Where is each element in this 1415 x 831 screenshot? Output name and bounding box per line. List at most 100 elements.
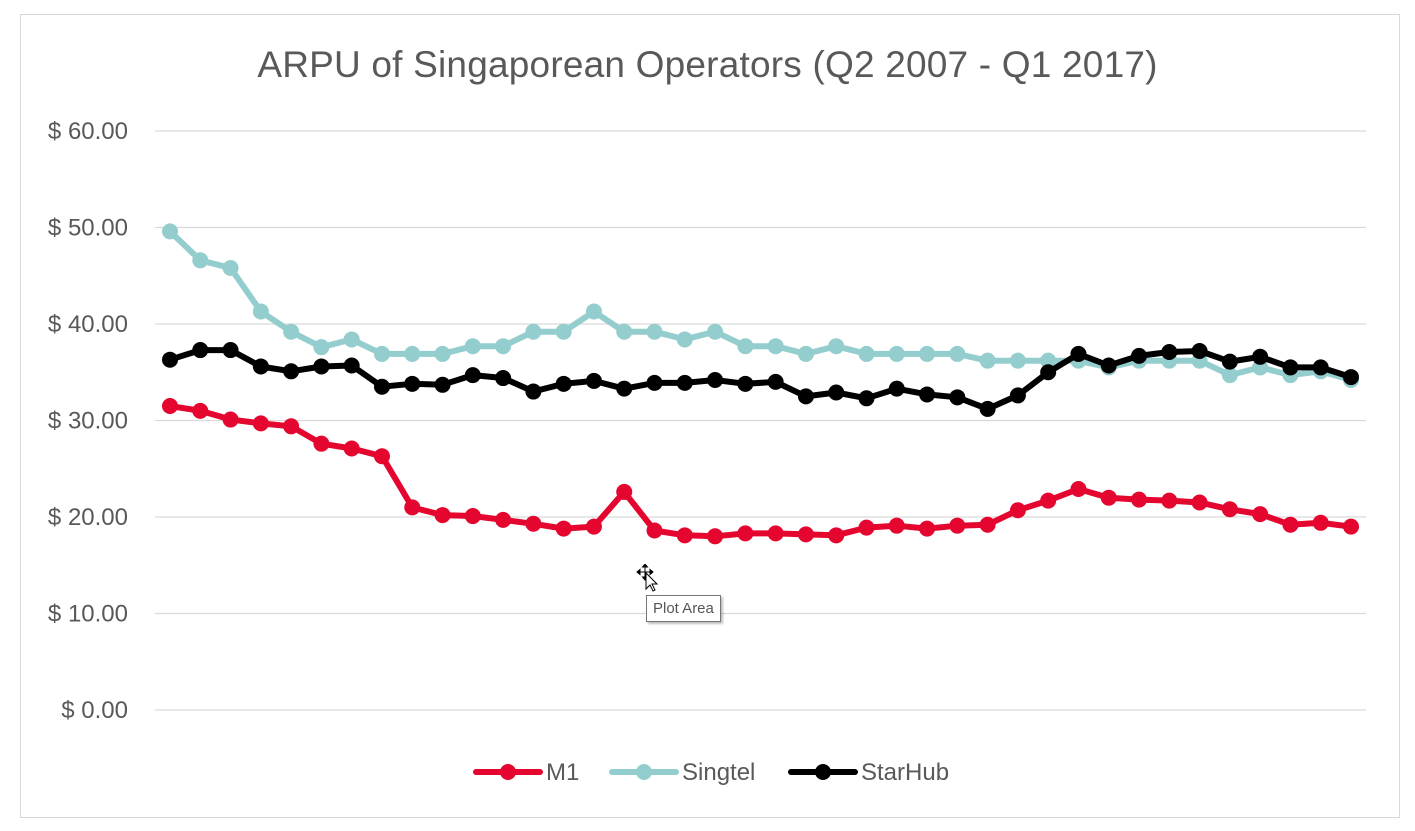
data-point-singtel[interactable] [222, 260, 239, 277]
data-point-singtel[interactable] [979, 352, 996, 369]
data-point-m1[interactable] [1343, 518, 1359, 535]
data-point-starhub[interactable] [676, 374, 693, 391]
data-point-starhub[interactable] [828, 384, 845, 401]
data-point-m1[interactable] [283, 418, 300, 435]
data-point-starhub[interactable] [1191, 343, 1208, 360]
data-point-singtel[interactable] [555, 323, 572, 340]
legend-item-singtel[interactable]: Singtel [609, 759, 755, 786]
data-point-m1[interactable] [1312, 514, 1329, 531]
series-starhub[interactable] [162, 342, 1359, 417]
data-point-m1[interactable] [525, 515, 542, 532]
data-point-starhub[interactable] [434, 376, 451, 393]
data-point-starhub[interactable] [616, 380, 633, 397]
data-point-singtel[interactable] [495, 338, 512, 355]
data-point-m1[interactable] [888, 517, 905, 534]
data-point-starhub[interactable] [949, 389, 966, 406]
data-point-singtel[interactable] [525, 323, 542, 340]
data-point-starhub[interactable] [979, 400, 996, 417]
data-point-singtel[interactable] [646, 323, 663, 340]
data-point-m1[interactable] [676, 527, 693, 544]
data-point-m1[interactable] [707, 528, 724, 545]
data-point-starhub[interactable] [1070, 345, 1087, 362]
data-point-singtel[interactable] [343, 331, 360, 348]
data-point-starhub[interactable] [646, 374, 663, 391]
data-point-singtel[interactable] [434, 345, 451, 362]
data-point-m1[interactable] [373, 448, 390, 465]
series-m1[interactable] [162, 398, 1359, 545]
data-point-starhub[interactable] [162, 351, 178, 368]
data-point-singtel[interactable] [616, 323, 633, 340]
data-point-singtel[interactable] [888, 345, 905, 362]
data-point-singtel[interactable] [585, 303, 602, 320]
data-point-m1[interactable] [434, 507, 451, 524]
data-point-singtel[interactable] [192, 252, 209, 269]
data-point-m1[interactable] [1070, 481, 1087, 498]
data-point-starhub[interactable] [707, 371, 724, 388]
data-point-m1[interactable] [1009, 502, 1026, 519]
data-point-m1[interactable] [1100, 489, 1117, 506]
data-point-m1[interactable] [1221, 501, 1238, 518]
data-point-m1[interactable] [464, 508, 481, 525]
data-point-starhub[interactable] [252, 358, 269, 375]
data-point-starhub[interactable] [1009, 387, 1026, 404]
data-point-starhub[interactable] [192, 342, 209, 359]
data-point-starhub[interactable] [737, 375, 754, 392]
data-point-m1[interactable] [162, 398, 178, 415]
data-point-m1[interactable] [1131, 491, 1148, 508]
data-point-singtel[interactable] [464, 338, 481, 355]
data-point-m1[interactable] [252, 415, 269, 432]
data-point-m1[interactable] [797, 526, 814, 543]
data-point-singtel[interactable] [949, 345, 966, 362]
legend-item-m1[interactable]: M1 [473, 759, 579, 786]
data-point-starhub[interactable] [283, 363, 300, 380]
data-point-starhub[interactable] [585, 372, 602, 389]
series-line-starhub[interactable] [167, 347, 1354, 412]
data-point-starhub[interactable] [858, 390, 875, 407]
data-point-m1[interactable] [343, 440, 360, 457]
data-point-singtel[interactable] [707, 323, 724, 340]
data-point-m1[interactable] [1040, 492, 1057, 509]
data-point-m1[interactable] [585, 518, 602, 535]
data-point-m1[interactable] [1282, 516, 1299, 533]
data-point-m1[interactable] [1191, 494, 1208, 511]
data-point-singtel[interactable] [1009, 352, 1026, 369]
data-point-singtel[interactable] [404, 345, 421, 362]
data-point-singtel[interactable] [373, 345, 390, 362]
data-point-m1[interactable] [858, 519, 875, 536]
chart-frame[interactable] [20, 14, 1400, 818]
data-point-singtel[interactable] [676, 331, 693, 348]
data-point-starhub[interactable] [797, 388, 814, 405]
data-point-starhub[interactable] [919, 386, 936, 403]
data-point-singtel[interactable] [919, 345, 936, 362]
data-point-starhub[interactable] [464, 367, 481, 384]
data-point-m1[interactable] [919, 520, 936, 537]
data-point-starhub[interactable] [767, 373, 784, 390]
data-point-m1[interactable] [313, 435, 330, 452]
data-point-starhub[interactable] [1282, 359, 1299, 376]
data-point-m1[interactable] [404, 499, 421, 516]
data-point-m1[interactable] [495, 511, 512, 528]
data-point-starhub[interactable] [1131, 347, 1148, 364]
data-point-m1[interactable] [767, 525, 784, 542]
data-point-starhub[interactable] [1161, 343, 1178, 360]
data-point-m1[interactable] [828, 527, 845, 544]
data-point-singtel[interactable] [313, 339, 330, 356]
data-point-starhub[interactable] [1221, 353, 1238, 370]
data-point-starhub[interactable] [1252, 348, 1269, 365]
data-point-singtel[interactable] [767, 338, 784, 355]
data-point-m1[interactable] [1252, 506, 1269, 523]
data-point-m1[interactable] [192, 402, 209, 419]
data-point-starhub[interactable] [1312, 359, 1329, 376]
data-point-singtel[interactable] [858, 345, 875, 362]
data-point-m1[interactable] [646, 522, 663, 539]
data-point-m1[interactable] [737, 525, 754, 542]
data-point-starhub[interactable] [373, 378, 390, 395]
series-line-singtel[interactable] [167, 228, 1354, 383]
data-point-starhub[interactable] [1040, 364, 1057, 381]
data-point-starhub[interactable] [1343, 369, 1359, 386]
data-point-singtel[interactable] [797, 345, 814, 362]
data-point-starhub[interactable] [888, 380, 905, 397]
data-point-m1[interactable] [555, 520, 572, 537]
data-point-singtel[interactable] [737, 338, 754, 355]
data-point-starhub[interactable] [313, 358, 330, 375]
